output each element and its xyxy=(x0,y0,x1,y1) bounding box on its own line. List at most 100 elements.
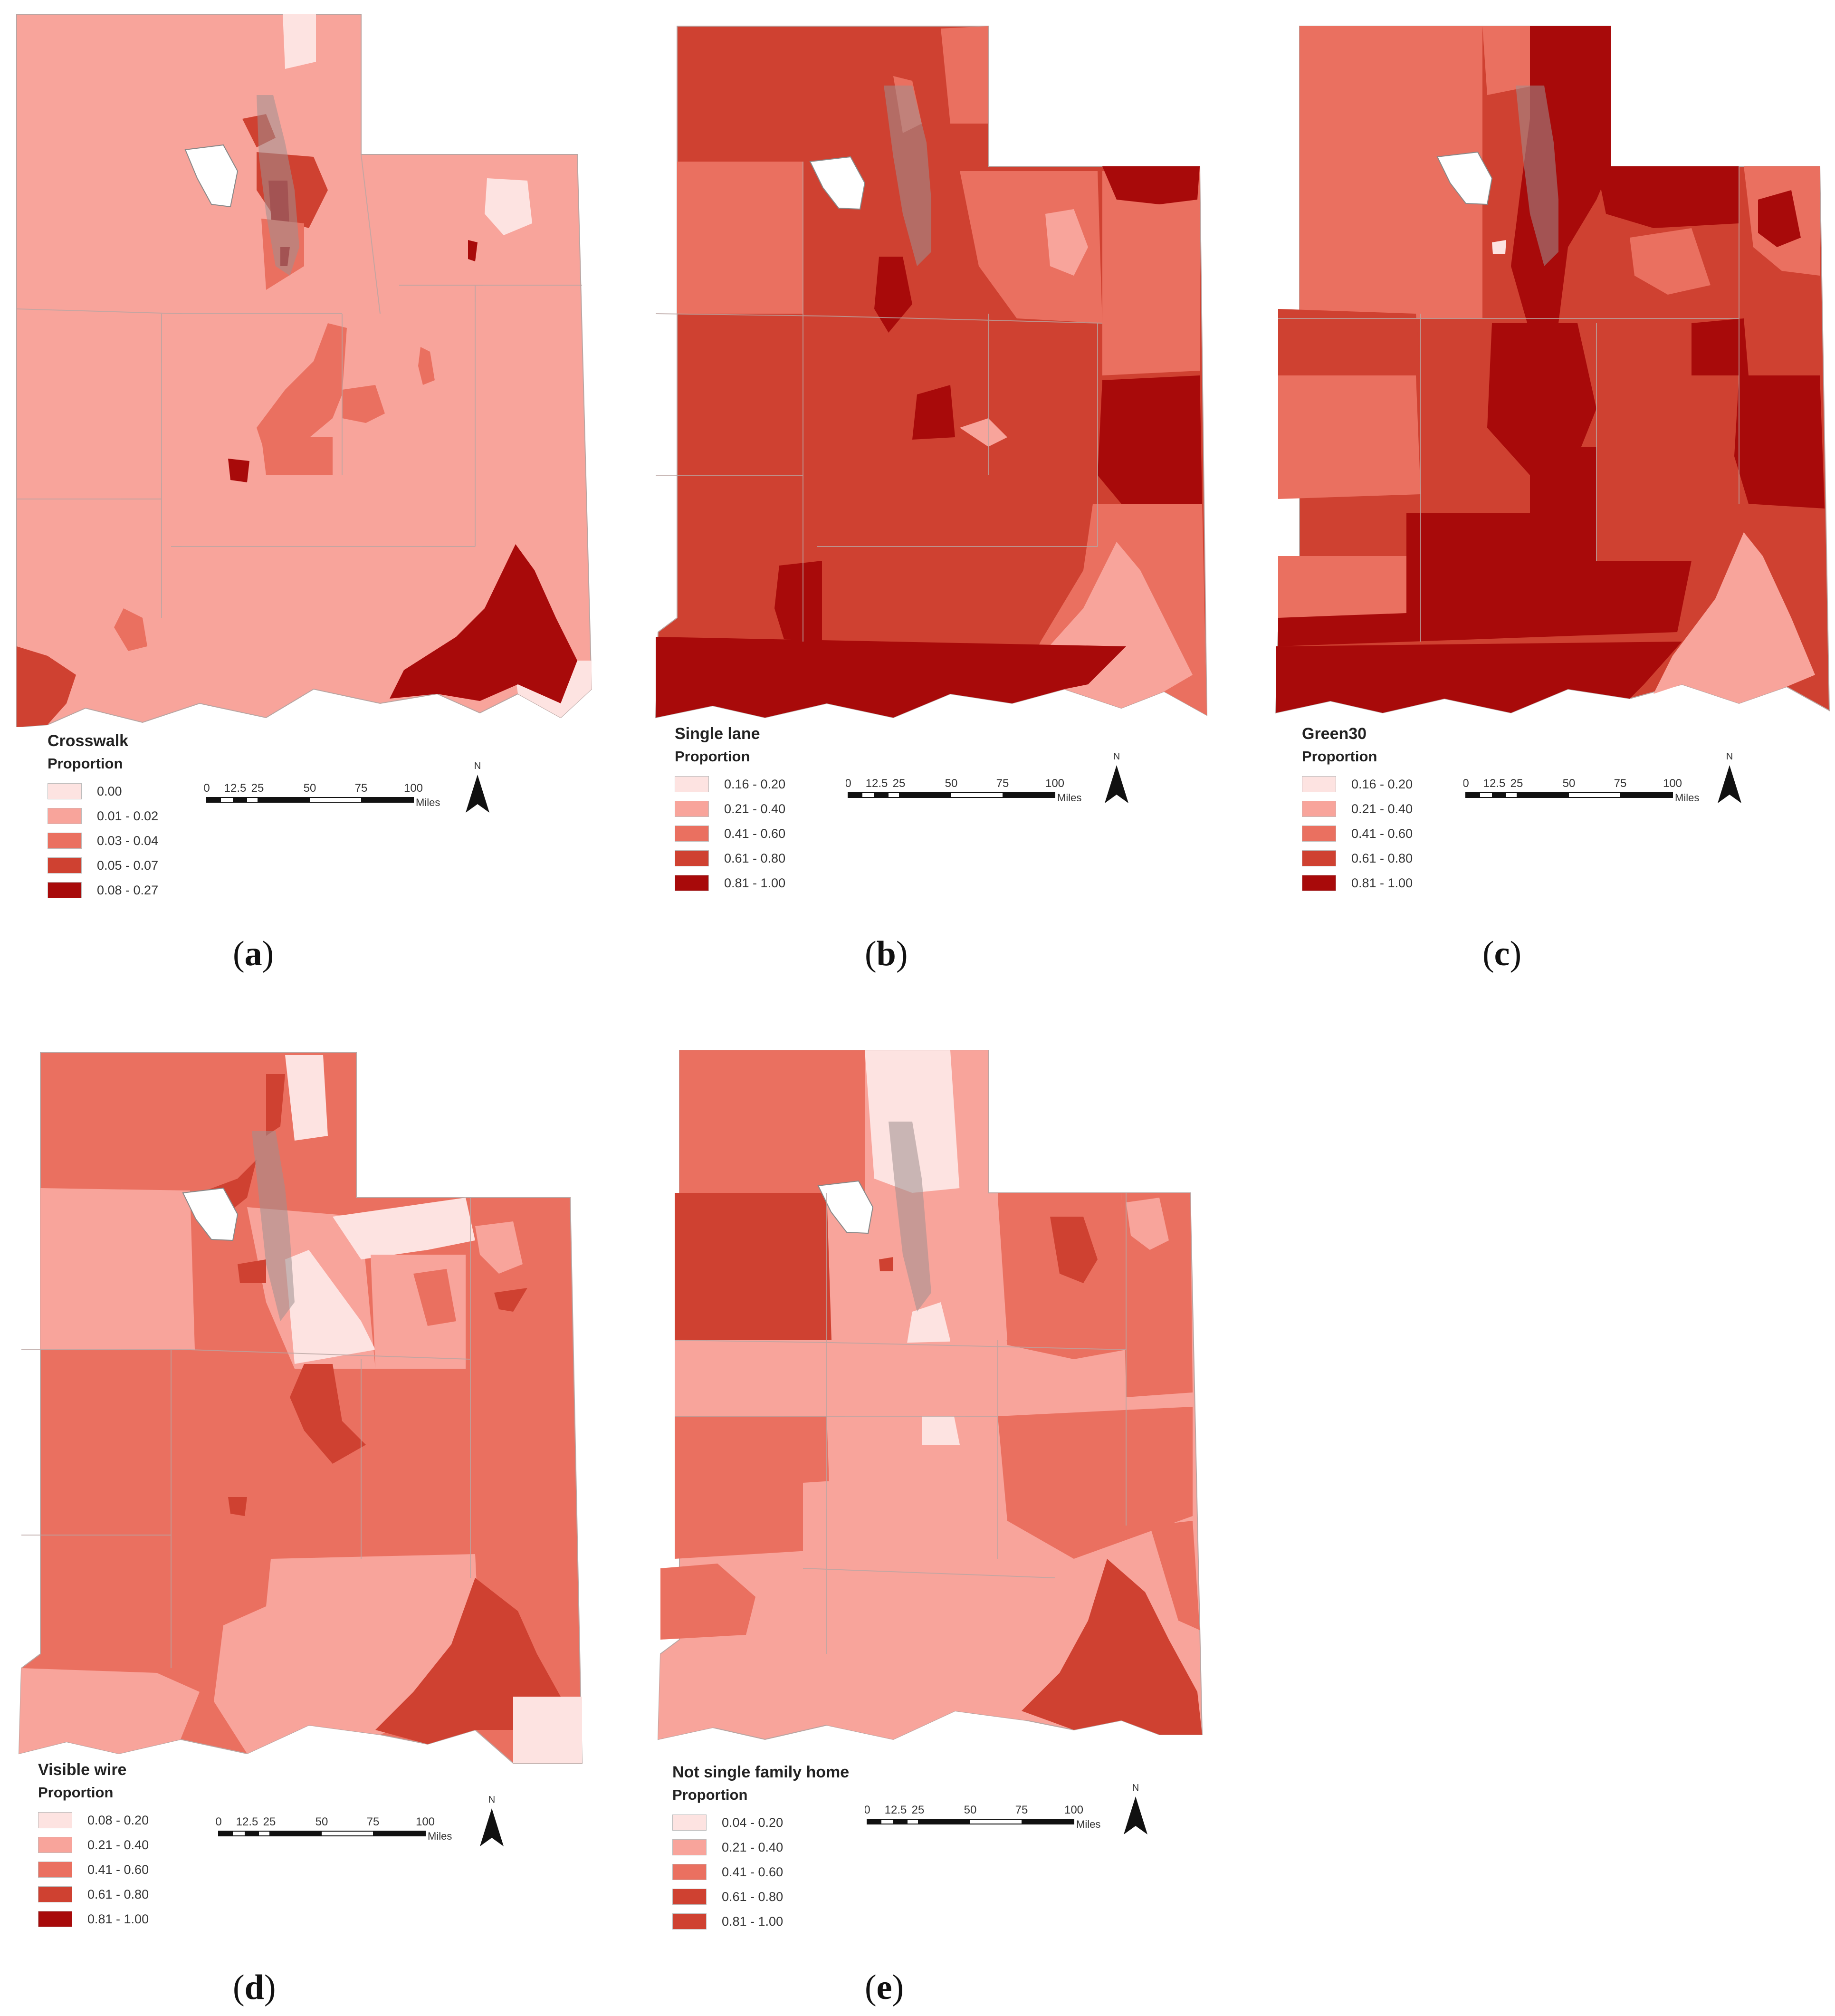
utah-map-c xyxy=(1275,26,1830,714)
scale-tick-label: 75 xyxy=(996,777,1009,790)
legend-item: 0.41 - 0.60 xyxy=(672,1860,849,1884)
urban-area xyxy=(889,1122,931,1312)
scale-tick-label: 100 xyxy=(404,782,423,795)
great-salt-lake xyxy=(182,1187,239,1241)
scale-unit: Miles xyxy=(428,1830,452,1842)
county-region xyxy=(418,347,435,385)
panel-e: Not single family home Proportion 0.04 -… xyxy=(646,1036,1264,2015)
legend-label: 0.41 - 0.60 xyxy=(724,826,786,841)
map-e xyxy=(657,1050,1203,1740)
county-region xyxy=(774,561,822,642)
north-label: N xyxy=(488,1795,495,1805)
county-region xyxy=(114,608,147,651)
legend-item: 0.41 - 0.60 xyxy=(1302,821,1413,846)
county-region xyxy=(874,257,912,333)
scale-tick-label: 0 xyxy=(216,1815,222,1828)
county-region xyxy=(257,323,347,456)
county-region xyxy=(1102,166,1200,204)
county-region xyxy=(333,1198,475,1259)
legend-item: 0.21 - 0.40 xyxy=(1302,797,1413,821)
county-region xyxy=(413,1269,456,1326)
legend-label: 0.00 xyxy=(97,784,122,798)
north-arrow-icon: N xyxy=(466,761,489,813)
legend-item: 0.08 - 0.27 xyxy=(48,878,158,902)
county-region xyxy=(950,1050,988,1193)
legend-subtitle: Proportion xyxy=(675,748,750,765)
legend-item: 0.05 - 0.07 xyxy=(48,853,158,878)
scale-tick-label: 50 xyxy=(964,1804,977,1816)
legend-swatch xyxy=(48,882,82,898)
great-salt-lake xyxy=(817,1180,874,1234)
legend-swatch xyxy=(38,1886,72,1902)
county-boundaries xyxy=(16,154,582,618)
scale-tick-label: 50 xyxy=(1563,777,1576,790)
legend-item: 0.61 - 0.80 xyxy=(675,846,785,871)
scale-tick-label: 25 xyxy=(1510,777,1523,790)
legend-label: 0.21 - 0.40 xyxy=(722,1840,784,1854)
scale-tick-label: 100 xyxy=(416,1815,435,1828)
legend-label: 0.41 - 0.60 xyxy=(1351,826,1413,841)
legend-a: Crosswalk Proportion 0.00 0.01 - 0.02 0.… xyxy=(48,732,158,902)
county-region xyxy=(1121,1193,1193,1397)
legend-swatch xyxy=(672,1913,707,1930)
county-region xyxy=(285,1055,328,1141)
legend-title: Green30 xyxy=(1302,725,1367,743)
county-region xyxy=(803,1473,960,1597)
legend-label: 0.61 - 0.80 xyxy=(724,851,786,865)
scale-tick-label: 0 xyxy=(1463,777,1469,790)
legend-swatch xyxy=(1302,826,1336,842)
north-label: N xyxy=(1132,1783,1139,1793)
legend-item: 0.01 - 0.02 xyxy=(48,804,158,828)
county-region xyxy=(1692,318,1749,375)
legend-swatch xyxy=(48,783,82,799)
scale-tick-label: 12.5 xyxy=(236,1815,258,1828)
county-region xyxy=(513,1697,582,1763)
legend-item: 0.61 - 0.80 xyxy=(38,1882,149,1907)
county-region xyxy=(1734,375,1825,509)
county-region xyxy=(998,1193,1126,1359)
county-region xyxy=(1278,375,1421,499)
county-boundaries xyxy=(21,1198,471,1668)
legend-item: 0.16 - 0.20 xyxy=(675,772,785,797)
legend-label: 0.81 - 1.00 xyxy=(724,875,786,890)
county-region xyxy=(40,1188,195,1350)
legend-item: 0.61 - 0.80 xyxy=(672,1884,849,1909)
urban-area xyxy=(1516,86,1558,266)
north-arrow-icon: N xyxy=(1124,1783,1147,1834)
county-region xyxy=(1653,532,1815,703)
north-label: N xyxy=(1113,751,1120,762)
legend-swatch xyxy=(675,875,709,891)
legend-label: 0.41 - 0.60 xyxy=(87,1862,149,1877)
scale-tick-label: 0 xyxy=(204,782,210,795)
legend-e: Not single family home Proportion 0.04 -… xyxy=(672,1763,849,1934)
scale-tick-label: 100 xyxy=(1663,777,1682,790)
panel-label-b: (b) xyxy=(865,934,908,973)
legend-label: 0.05 - 0.07 xyxy=(97,858,159,873)
county-region xyxy=(803,1568,1055,1739)
legend-label: 0.21 - 0.40 xyxy=(1351,801,1413,816)
county-region xyxy=(1278,309,1421,375)
legend-item: 0.03 - 0.04 xyxy=(48,828,158,853)
legend-swatch xyxy=(38,1911,72,1927)
county-region xyxy=(941,26,988,124)
panel-a: Crosswalk Proportion 0.00 0.01 - 0.02 0.… xyxy=(0,0,618,998)
legend-item: 0.81 - 1.00 xyxy=(1302,871,1413,895)
county-region xyxy=(1098,375,1202,504)
county-region xyxy=(1150,1521,1200,1630)
county-region xyxy=(679,1050,865,1193)
map-d xyxy=(18,1052,583,1764)
legend-title: Visible wire xyxy=(38,1761,127,1779)
legend-swatch xyxy=(675,776,709,792)
county-region xyxy=(660,1564,755,1640)
panel-d: Visible wire Proportion 0.08 - 0.20 0.21… xyxy=(0,1036,618,2015)
scale-tick-label: 25 xyxy=(893,777,906,790)
legend-item: 0.81 - 1.00 xyxy=(672,1909,849,1934)
county-region xyxy=(1022,1559,1202,1735)
panel-label-e: (e) xyxy=(865,1968,904,2007)
legend-title: Not single family home xyxy=(672,1763,850,1781)
great-salt-lake xyxy=(809,156,866,210)
urban-area xyxy=(884,86,931,266)
scale-tick-label: 100 xyxy=(1045,777,1064,790)
legend-label: 0.61 - 0.80 xyxy=(1351,851,1413,865)
legend-label: 0.08 - 0.27 xyxy=(97,883,159,897)
